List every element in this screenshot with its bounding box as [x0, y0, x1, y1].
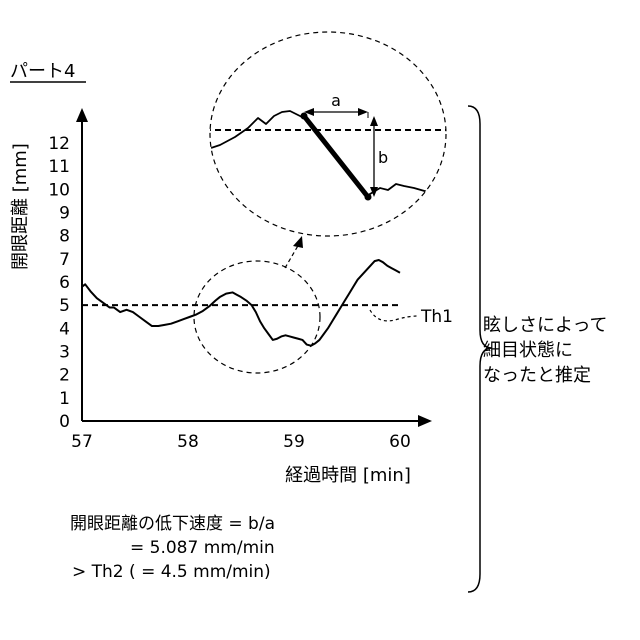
threshold-label: Th1 — [420, 307, 453, 327]
y-tick-label: 2 — [59, 366, 70, 386]
formula-line-1: 開眼距離の低下速度 = b/a — [70, 512, 490, 536]
y-tick-label: 0 — [59, 412, 70, 432]
y-tick-label: 8 — [59, 227, 70, 247]
zoom-connector — [285, 244, 299, 268]
zoom-inset: a b — [205, 32, 450, 236]
formula-line-3: > Th2 ( = 4.5 mm/min) — [70, 560, 490, 584]
x-tick-label: 60 — [389, 432, 411, 452]
y-tick-label: 6 — [59, 273, 70, 293]
y-tick-label: 11 — [48, 157, 70, 177]
y-tick-labels: 0123456789101112 — [48, 134, 70, 432]
x-axis-arrow — [418, 415, 432, 427]
y-tick-label: 4 — [59, 319, 70, 339]
y-tick-label: 9 — [59, 204, 70, 224]
x-axis-title: 経過時間 [min] — [285, 465, 411, 486]
y-axis-title: 開眼距離 [mm] — [10, 143, 31, 270]
part-label: パート4 — [10, 61, 75, 82]
speed-formula: 開眼距離の低下速度 = b/a = 5.087 mm/min > Th2 ( =… — [70, 512, 490, 584]
y-axis-arrow — [76, 108, 88, 122]
y-tick-label: 12 — [48, 134, 70, 154]
steep-segment-start-dot — [301, 113, 308, 120]
y-tick-label: 5 — [59, 296, 70, 316]
zoom-series-line — [205, 111, 446, 198]
b-arrow-bottom — [370, 187, 378, 197]
y-tick-label: 1 — [59, 389, 70, 409]
y-tick-label: 7 — [59, 250, 70, 270]
x-tick-label: 59 — [283, 432, 305, 452]
a-arrow-right — [358, 108, 368, 116]
conclusion-line-1: 眩しさによって — [483, 313, 633, 338]
steep-segment — [304, 116, 368, 197]
x-tick-label: 57 — [71, 432, 93, 452]
formula-line-2: = 5.087 mm/min — [70, 536, 490, 560]
b-arrow-top — [370, 116, 378, 126]
x-tick-labels: 57 58 59 60 — [71, 432, 411, 452]
y-tick-label: 3 — [59, 343, 70, 363]
zoom-ellipse — [210, 32, 446, 236]
conclusion-line-3: なったと推定 — [483, 363, 633, 388]
conclusion-text: 眩しさによって 細目状態に なったと推定 — [483, 313, 633, 388]
zoom-connector-arrow — [293, 236, 303, 248]
a-label: a — [331, 91, 341, 110]
b-label: b — [378, 148, 388, 167]
conclusion-line-2: 細目状態に — [483, 338, 633, 363]
x-tick-label: 58 — [177, 432, 199, 452]
threshold-leader — [370, 310, 418, 321]
series-line — [82, 260, 400, 346]
steep-segment-end-dot — [365, 194, 372, 201]
y-tick-label: 10 — [48, 180, 70, 200]
